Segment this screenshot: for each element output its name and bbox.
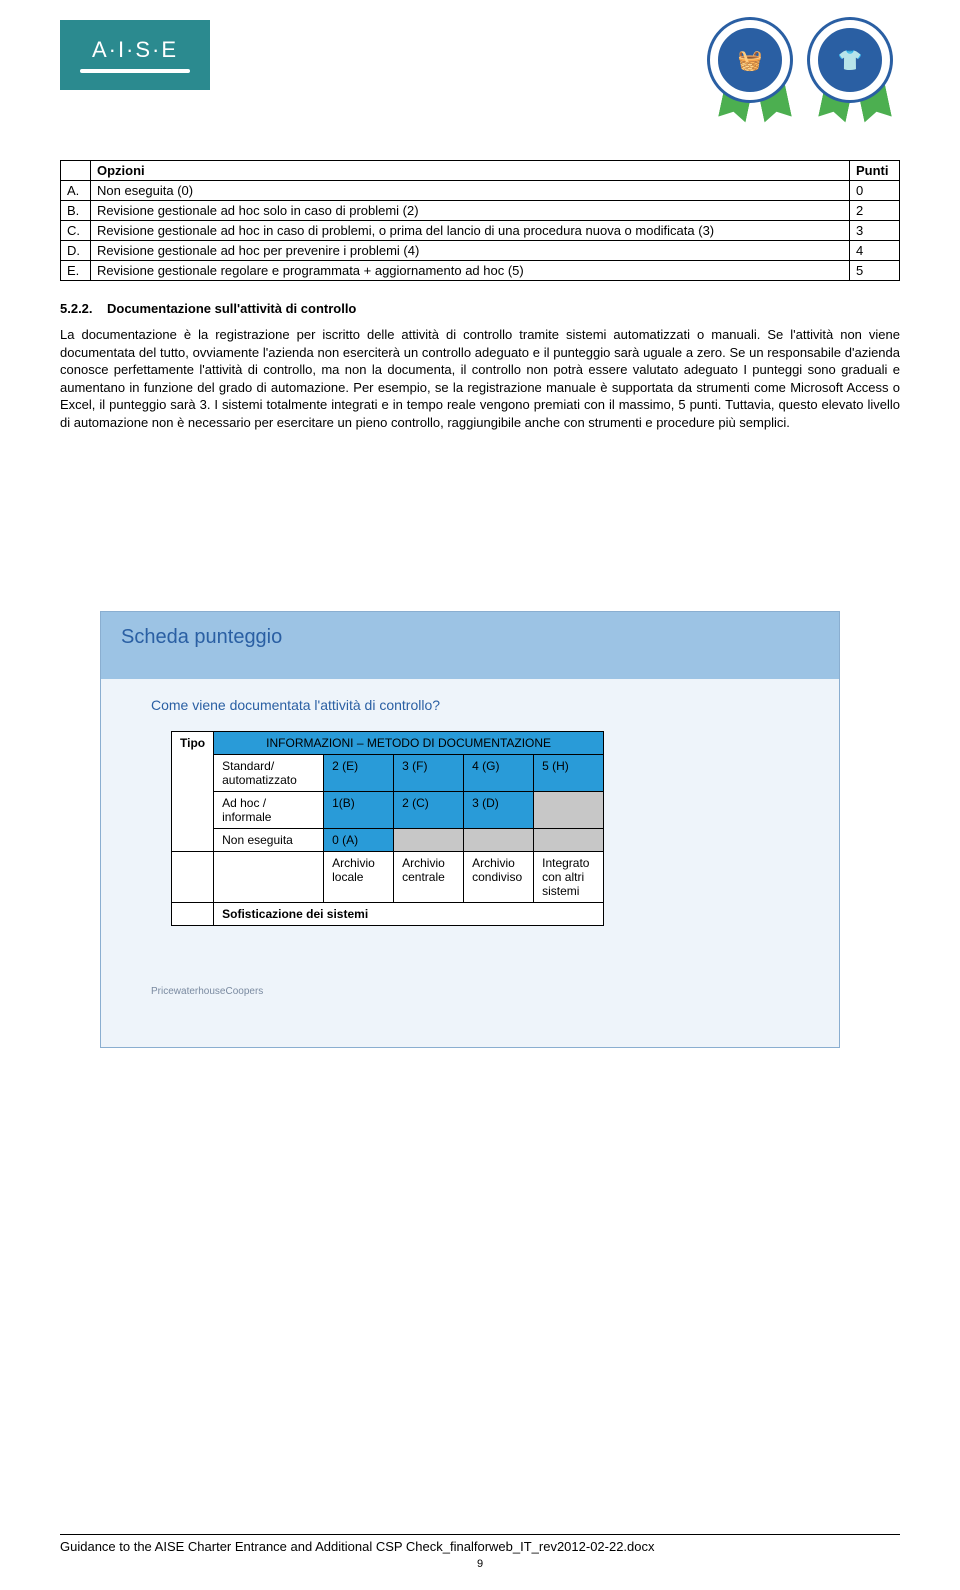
empty-cell [464,829,534,852]
cell: Archivio centrale [394,852,464,903]
cell: 5 (H) [534,755,604,792]
footer-text: Guidance to the AISE Charter Entrance an… [60,1539,900,1554]
row-text: Revisione gestionale regolare e programm… [91,261,850,281]
cell: 2 (C) [394,792,464,829]
empty-cell [534,792,604,829]
charter-product-badge: 👕 [810,20,900,120]
row-text: Revisione gestionale ad hoc per prevenir… [91,241,850,261]
row-text: Revisione gestionale ad hoc solo in caso… [91,201,850,221]
washing-icon: 🧺 [738,48,763,73]
row-label: Non eseguita [214,829,324,852]
row-letter: D. [61,241,91,261]
spacer-row: Archivio locale Archivio centrale Archiv… [172,852,604,903]
empty-cell [172,852,214,903]
row-points: 4 [850,241,900,261]
table-row: B. Revisione gestionale ad hoc solo in c… [61,201,900,221]
row-label: Ad hoc / informale [214,792,324,829]
empty-cell [172,903,214,926]
cell: 1(B) [324,792,394,829]
row-letter: E. [61,261,91,281]
page-number: 9 [60,1558,900,1570]
section-heading: 5.2.2. Documentazione sull'attività di c… [60,301,900,316]
table-header-row: Opzioni Punti [61,161,900,181]
cell: Archivio condiviso [464,852,534,903]
cell: 2 (E) [324,755,394,792]
badge-group: 🧺 👕 [710,20,900,120]
row-letter: A. [61,181,91,201]
body-paragraph: La documentazione è la registrazione per… [60,326,900,431]
badge-ring-icon: 🧺 [710,20,790,100]
cell: 3 (F) [394,755,464,792]
score-card-question: Come viene documentata l'attività di con… [151,697,809,713]
shirt-icon: 👕 [838,48,863,73]
cell: 3 (D) [464,792,534,829]
row-letter: C. [61,221,91,241]
score-card: Scheda punteggio Come viene documentata … [100,611,840,1048]
table-row: Non eseguita 0 (A) [172,829,604,852]
pwc-credit: PricewaterhouseCoopers [151,986,809,997]
badge-ring-icon: 👕 [810,20,890,100]
aise-logo-text: A·I·S·E [92,37,178,63]
table-row: Standard/ automatizzato 2 (E) 3 (F) 4 (G… [172,755,604,792]
aise-logo: A·I·S·E [60,20,210,90]
cell: 4 (G) [464,755,534,792]
row-points: 0 [850,181,900,201]
score-card-body: Come viene documentata l'attività di con… [101,679,839,1047]
tipo-label: Tipo [172,732,214,852]
points-header: Punti [850,161,900,181]
row-points: 3 [850,221,900,241]
score-card-title: Scheda punteggio [101,612,839,679]
section-title: Documentazione sull'attività di controll… [107,301,356,316]
page: A·I·S·E 🧺 👕 Opzioni Punti A [0,0,960,1590]
matrix-header: INFORMAZIONI – METODO DI DOCUMENTAZIONE [214,732,604,755]
footer-divider [60,1534,900,1535]
table-row: D. Revisione gestionale ad hoc per preve… [61,241,900,261]
table-row: Tipo INFORMAZIONI – METODO DI DOCUMENTAZ… [172,732,604,755]
table-row: A. Non eseguita (0) 0 [61,181,900,201]
table-row: C. Revisione gestionale ad hoc in caso d… [61,221,900,241]
cell: Archivio locale [324,852,394,903]
cell: Integrato con altri sistemi [534,852,604,903]
options-header: Opzioni [91,161,850,181]
empty-header [61,161,91,181]
table-row: Ad hoc / informale 1(B) 2 (C) 3 (D) [172,792,604,829]
cell: 0 (A) [324,829,394,852]
empty-cell [534,829,604,852]
row-letter: B. [61,201,91,221]
section-number: 5.2.2. [60,301,93,316]
empty-cell [394,829,464,852]
matrix-footer: Sofisticazione dei sistemi [214,903,604,926]
row-text: Revisione gestionale ad hoc in caso di p… [91,221,850,241]
aise-logo-underline [80,69,190,73]
row-text: Non eseguita (0) [91,181,850,201]
row-points: 5 [850,261,900,281]
charter-company-badge: 🧺 [710,20,800,120]
options-table: Opzioni Punti A. Non eseguita (0) 0 B. R… [60,160,900,281]
table-row: Sofisticazione dei sistemi [172,903,604,926]
page-header: A·I·S·E 🧺 👕 [60,20,900,120]
row-points: 2 [850,201,900,221]
empty-cell [214,852,324,903]
table-row: E. Revisione gestionale regolare e progr… [61,261,900,281]
row-label: Standard/ automatizzato [214,755,324,792]
documentation-matrix: Tipo INFORMAZIONI – METODO DI DOCUMENTAZ… [171,731,604,926]
page-footer: Guidance to the AISE Charter Entrance an… [60,1534,900,1570]
